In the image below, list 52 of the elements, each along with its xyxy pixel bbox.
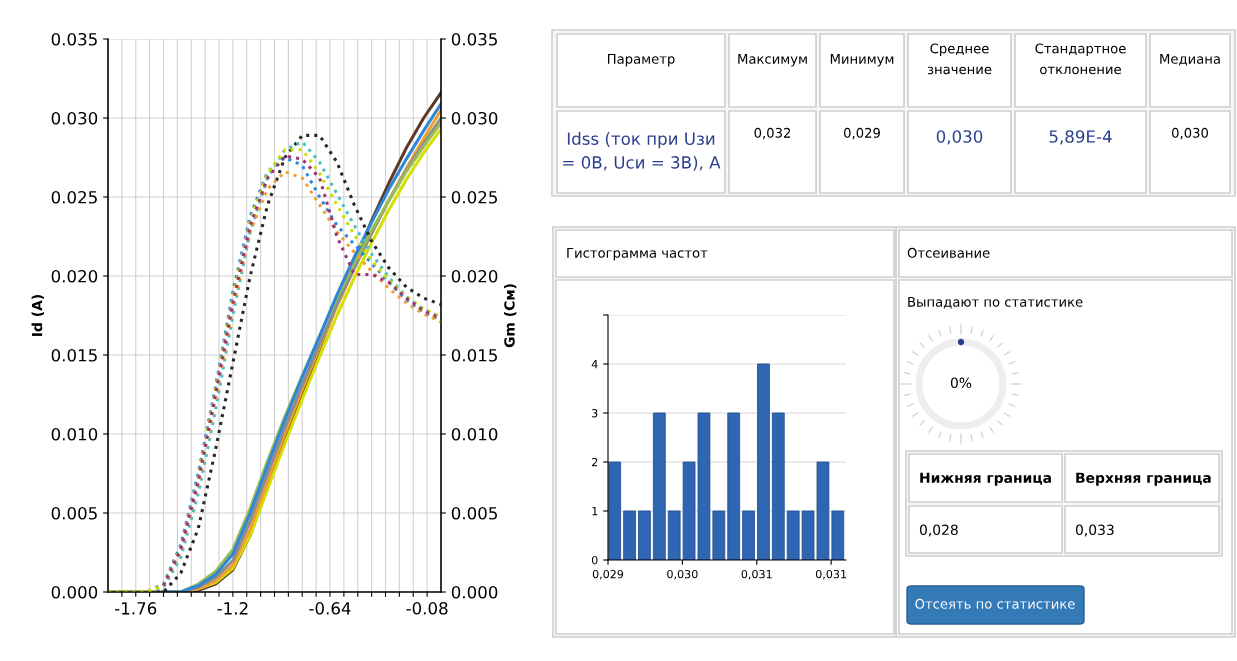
text: Отсеивание <box>907 247 990 258</box>
x-tick-label: -0.64 <box>309 602 351 615</box>
text: Верхняя граница <box>1076 472 1211 486</box>
y-tick-label: 0.030 <box>51 111 98 125</box>
text: Максимум <box>738 54 807 67</box>
y-axis-title: Id (A) <box>31 295 44 336</box>
y2-tick-label: 0.020 <box>451 269 498 283</box>
y-tick-label: 0.025 <box>51 190 97 204</box>
text: 0,030 <box>1171 127 1209 140</box>
text: Стандартное отклонение <box>1035 43 1126 75</box>
y-tick-label: 0.035 <box>51 32 97 46</box>
text: Нижняя граница <box>920 472 1051 486</box>
text: 5,89E-4 <box>1049 130 1112 145</box>
y-tick-label: 1 <box>592 507 598 516</box>
y-tick-label: 0.000 <box>51 585 98 599</box>
text: Медиана <box>1160 54 1220 66</box>
y-tick-label: 0.020 <box>51 269 98 283</box>
text: Idss (ток при Uзи = 0В, Uси = 3В), А <box>563 132 721 171</box>
x-tick-label: 0,031 <box>815 569 846 580</box>
text: Отсеять по статистике <box>915 598 1075 609</box>
x-tick-label: -1.2 <box>217 602 248 615</box>
text: 0,028 <box>919 524 958 537</box>
y-tick-label: 2 <box>592 457 598 467</box>
text: 0,030 <box>936 130 983 145</box>
x-tick-label: 0,030 <box>667 569 698 580</box>
text: Среднее значение <box>927 43 992 75</box>
y-tick-label: 3 <box>592 408 598 418</box>
y2-tick-label: 0.005 <box>451 506 497 520</box>
y-tick-label: 0.015 <box>51 348 97 362</box>
y2-axis-title: Gm (См) <box>504 284 517 348</box>
y2-tick-label: 0.000 <box>451 585 498 599</box>
chart-title: Гистограмма частот <box>567 248 708 261</box>
y2-tick-label: 0.025 <box>451 190 497 204</box>
text: Выпадают по статистике <box>908 297 1083 309</box>
text: 0,033 <box>1075 524 1114 537</box>
y2-tick-label: 0.035 <box>451 32 497 46</box>
text: 0% <box>950 377 972 389</box>
text: Минимум <box>830 54 894 67</box>
x-tick-label: -0.08 <box>406 602 448 615</box>
y2-tick-label: 0.015 <box>451 348 497 362</box>
y-tick-label: 0.010 <box>51 427 98 441</box>
text: 0,032 <box>754 127 791 140</box>
y-tick-label: 0.005 <box>51 506 97 520</box>
x-tick-label: -1.76 <box>115 602 157 615</box>
y2-tick-label: 0.030 <box>451 111 498 125</box>
text: 0,029 <box>843 127 880 140</box>
y-tick-label: 4 <box>591 360 598 369</box>
y-tick-label: 0 <box>591 555 598 565</box>
x-tick-label: 0,031 <box>741 569 772 580</box>
x-tick-label: 0,029 <box>592 569 624 580</box>
text: Параметр <box>607 54 675 67</box>
y2-tick-label: 0.010 <box>451 427 498 441</box>
